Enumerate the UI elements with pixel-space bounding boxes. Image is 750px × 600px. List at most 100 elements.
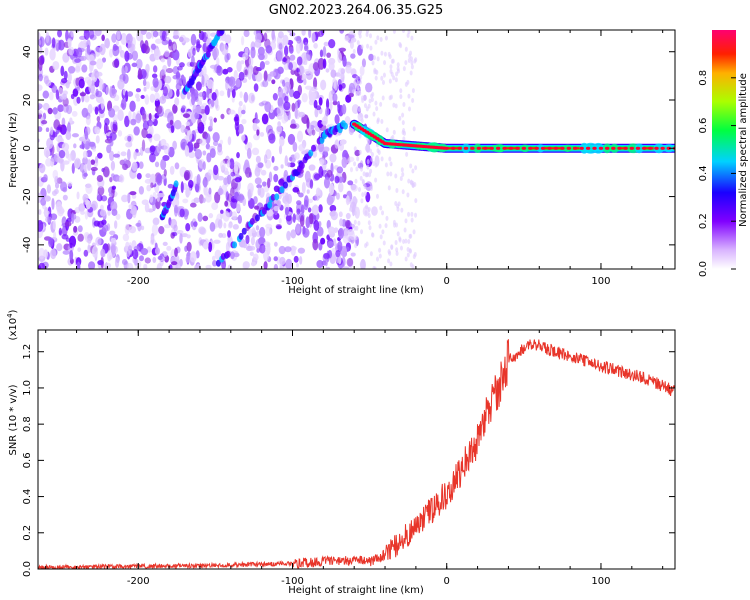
spectrogram-carrier-cell [653, 143, 665, 154]
spectrogram-cell [332, 77, 337, 89]
snr-y-tick-label: 0.4 [22, 489, 33, 505]
spectrogram-cell [131, 161, 138, 172]
spectrogram-cell [358, 90, 362, 96]
spectrogram-track-cell [219, 30, 225, 35]
spectrogram-cell [324, 258, 328, 267]
spectrogram-cell [202, 197, 206, 203]
spectrogram-track-cell [274, 193, 280, 201]
spectrogram-cell [320, 79, 327, 91]
spectrogram-cell [238, 100, 243, 107]
spectrogram-cell [131, 194, 137, 199]
spectrogram-cell [211, 47, 219, 59]
spectrogram-cell [51, 85, 57, 94]
spectrogram-cell [121, 163, 129, 171]
spectrogram-cell [407, 30, 411, 35]
spectrogram-cell [109, 150, 115, 162]
spectrogram-cell [96, 116, 101, 123]
spectrogram-cell [111, 208, 118, 216]
spectrogram-cell [151, 73, 158, 79]
spectrogram-cell [296, 68, 300, 73]
spectrogram-cell [41, 119, 48, 125]
spectrogram-cell [360, 166, 364, 172]
spectrogram-cell [217, 143, 223, 153]
spectrogram-cell [202, 161, 206, 171]
spectrogram-cell [95, 236, 102, 246]
spectrogram-cell [411, 88, 415, 94]
spectrogram-carrier-peak [611, 146, 616, 150]
spectrogram-cell [78, 203, 86, 213]
spectrogram-cell [85, 115, 91, 126]
spectrogram-cell [351, 104, 360, 114]
spectrogram-cell [384, 35, 388, 41]
spectrogram-cell [289, 88, 295, 98]
spectrogram-cell [326, 169, 333, 178]
spectrogram-cell [227, 136, 232, 146]
spectrogram-cell [208, 241, 213, 253]
spectrogram-cell [291, 102, 296, 112]
spectrogram-cell [185, 121, 191, 127]
spectrogram-cell [410, 211, 414, 217]
spectrogram-cell [105, 86, 110, 96]
spectrogram-cell [147, 119, 154, 127]
spectrogram-cell [236, 200, 241, 213]
spectrogram-y-tick-label: 20 [22, 94, 33, 107]
spectrogram-cell [263, 261, 268, 269]
spectrogram-cell [125, 142, 133, 148]
spectrogram-cell [117, 109, 124, 122]
spectrogram-cell [150, 182, 154, 189]
spectrogram-cell [366, 43, 370, 49]
spectrogram-cell [369, 251, 373, 257]
spectrogram-cell [360, 44, 364, 50]
spectrogram-cell [271, 155, 275, 163]
spectrogram-cell [144, 202, 150, 213]
spectrogram-cell [83, 249, 89, 257]
spectrogram-cell [195, 81, 202, 91]
spectrogram-x-tick-label: -100 [281, 276, 304, 287]
spectrogram-cell [374, 162, 378, 168]
spectrogram-cell [413, 251, 417, 257]
spectrogram-cell [407, 106, 411, 112]
spectrogram-cell [244, 69, 248, 76]
spectrogram-cell [206, 79, 214, 90]
spectrogram-cell [155, 38, 162, 44]
spectrogram-cell [156, 263, 162, 269]
spectrogram-cell [338, 211, 343, 218]
spectrogram-cell [369, 45, 373, 51]
spectrogram-cell [140, 30, 147, 35]
spectrogram-cell [70, 30, 74, 38]
spectrogram-cell [342, 55, 347, 68]
spectrogram-cell [381, 229, 385, 235]
spectrogram-cell [303, 199, 309, 211]
spectrogram-cell [297, 65, 305, 76]
spectrogram-cell [85, 199, 91, 210]
spectrogram-cell [206, 152, 212, 163]
spectrogram-cell [164, 75, 172, 84]
spectrogram-cell [149, 153, 156, 163]
spectrogram-cell [202, 176, 208, 188]
figure-title: GN02.2023.264.06.35.G25 [269, 3, 444, 18]
spectrogram-carrier-peak [623, 146, 628, 150]
spectrogram-cell [350, 53, 356, 59]
spectrogram-cell [353, 146, 357, 152]
spectrogram-cell [346, 257, 354, 267]
spectrogram-cell [193, 221, 198, 227]
spectrogram-cell [248, 56, 254, 67]
spectrogram-cell [153, 133, 161, 142]
spectrogram-cell [313, 173, 321, 181]
spectrogram-cell [88, 30, 95, 40]
spectrogram-carrier-peak [666, 146, 672, 150]
spectrogram-cell [66, 104, 73, 115]
spectrogram-cell [406, 79, 410, 85]
spectrogram-cell [87, 244, 91, 254]
spectrogram-cell [402, 30, 406, 34]
spectrogram-cell [38, 84, 43, 92]
spectrogram-cell [308, 30, 312, 39]
spectrogram-track-cell [342, 122, 348, 130]
spectrogram-cell [224, 200, 229, 207]
spectrogram-cell [259, 60, 266, 70]
spectrogram-cell [305, 85, 313, 90]
spectrogram-cell [365, 32, 369, 38]
spectrogram-cell [140, 94, 145, 99]
spectrogram-cell [131, 50, 139, 61]
